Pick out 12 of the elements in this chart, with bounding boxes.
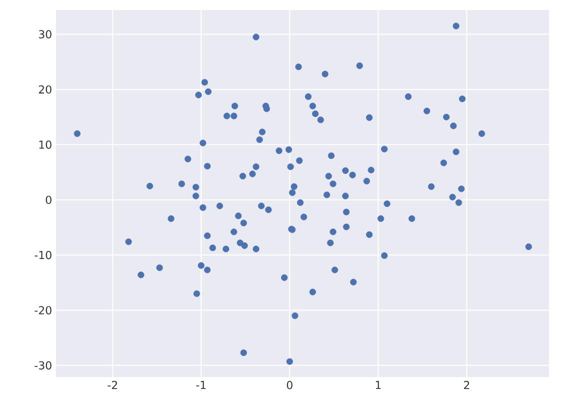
y-tick-label: 20 [38,85,52,94]
y-tick-label: 10 [39,140,52,149]
x-tick-label: -2 [108,380,118,390]
x-tick-label: 2 [464,380,470,390]
y-tick-label: 30 [38,30,52,38]
y-tick-label: -20 [34,306,52,314]
y-tick-label: 0 [46,196,52,204]
y-tick-label: -30 [34,361,52,370]
x-tick-label: 1 [376,380,381,389]
x-tick-label: 0 [286,380,292,390]
x-tick-label: -1 [196,380,206,389]
y-tick-label: -10 [34,250,52,260]
